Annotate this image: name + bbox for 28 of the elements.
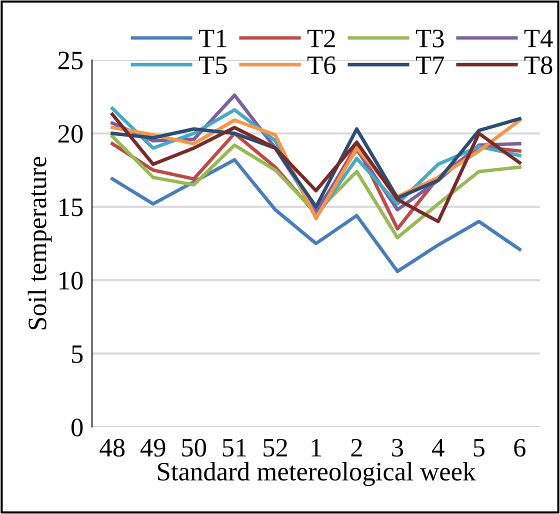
x-tick-label: 1	[312, 439, 322, 456]
x-tick-label: 6	[514, 438, 526, 457]
line-series	[110, 158, 522, 274]
x-tick-label: 52	[264, 438, 288, 457]
y-axis-title: Soil temperature	[28, 156, 52, 330]
legend-label: T7	[416, 56, 444, 74]
x-axis-title: Standard metereological week	[158, 462, 476, 486]
x-tick-label: 51	[222, 439, 246, 457]
legend-label: T6	[307, 56, 336, 74]
legend-label: T8	[524, 56, 552, 74]
y-tick-label: 20	[58, 125, 83, 143]
y-tick-label: 25	[58, 52, 83, 70]
x-tick-label: 50	[182, 438, 206, 457]
legend-label: T3	[416, 30, 444, 48]
x-tick-label: 4	[432, 439, 444, 456]
x-tick-label: 5	[474, 439, 484, 457]
y-tick-label: 10	[60, 272, 83, 290]
legend-label: T1	[198, 30, 226, 48]
legend-label: T2	[307, 30, 335, 48]
y-tick-label: 0	[71, 418, 83, 436]
x-tick-label: 49	[140, 438, 166, 457]
x-tick-label: 3	[392, 438, 404, 457]
legend-label: T4	[524, 30, 553, 48]
x-tick-label: 48	[100, 438, 125, 457]
y-tick-label: 5	[72, 345, 83, 364]
legend-label: T5	[198, 56, 227, 74]
y-tick-label: 15	[60, 198, 83, 216]
x-tick-label: 2	[351, 438, 362, 456]
